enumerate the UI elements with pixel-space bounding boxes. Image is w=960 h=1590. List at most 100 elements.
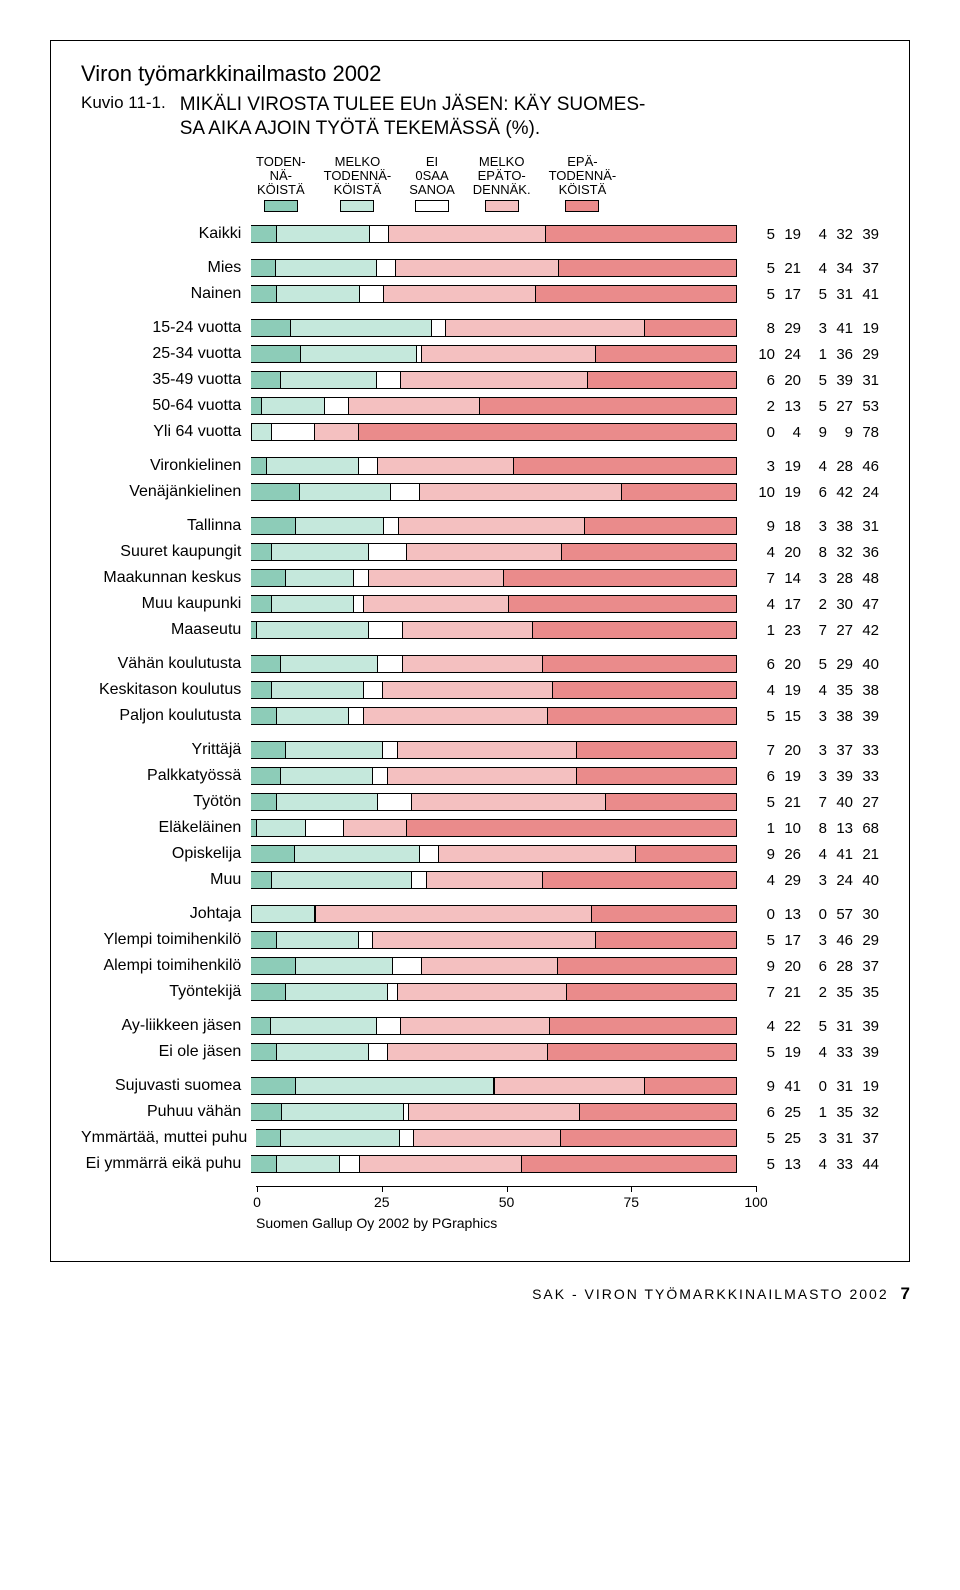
legend-item: MELKOTODENNÄ-KÖISTÄ bbox=[324, 155, 392, 213]
row-label: Mies bbox=[81, 259, 251, 277]
row-group: Ay-liikkeen jäsen 42253139 Ei ole jäsen519… bbox=[81, 1014, 879, 1064]
row-label: Venäjänkielinen bbox=[81, 483, 251, 501]
stacked-bar bbox=[251, 983, 737, 1001]
stacked-bar bbox=[256, 1129, 737, 1147]
table-row: Työtön 52174027 bbox=[81, 790, 879, 814]
table-row: Palkkatyössä 61933933 bbox=[81, 764, 879, 788]
row-values: 72123535 bbox=[749, 984, 879, 1001]
legend-item: EPÄ-TODENNÄ-KÖISTÄ bbox=[549, 155, 617, 213]
page-title: Viron työmarkkinailmasto 2002 bbox=[81, 61, 879, 87]
chart-area: Kaikki51943239Mies52143437Nainen51753141… bbox=[81, 222, 879, 1231]
row-values: 51533839 bbox=[749, 708, 879, 725]
row-label: Ay-liikkeen jäsen bbox=[81, 1017, 251, 1035]
row-values: 62513532 bbox=[749, 1104, 879, 1121]
table-row: Mies52143437 bbox=[81, 256, 879, 280]
row-label: Sujuvasti suomea bbox=[81, 1077, 251, 1095]
row-label: Ei ole jäsen bbox=[81, 1043, 251, 1061]
row-values: 94103119 bbox=[749, 1078, 879, 1095]
row-label: Ylempi toimihenkilö bbox=[81, 931, 251, 949]
row-label: Yrittäjä bbox=[81, 741, 251, 759]
subtitle-row: Kuvio 11-1. MIKÄLI VIROSTA TULEE EUn JÄS… bbox=[81, 93, 879, 141]
stacked-bar bbox=[251, 1043, 737, 1061]
stacked-bar bbox=[251, 819, 737, 837]
row-group: Johtaja 01305730 Ylempi toimihenkilö 517346… bbox=[81, 902, 879, 1004]
table-row: Alempi toimihenkilö 92062837 bbox=[81, 954, 879, 978]
chart-frame: Viron työmarkkinailmasto 2002 Kuvio 11-1… bbox=[50, 40, 910, 1262]
stacked-bar bbox=[251, 1017, 737, 1035]
table-row: Vironkielinen31942846 bbox=[81, 454, 879, 478]
table-row: Ei ymmärrä eikä puhu 51343344 bbox=[81, 1152, 879, 1176]
x-axis: 0255075100 bbox=[256, 1186, 756, 1187]
stacked-bar bbox=[251, 397, 737, 415]
table-row: Opiskelija92644121 bbox=[81, 842, 879, 866]
row-label: 25-34 vuotta bbox=[81, 345, 251, 363]
table-row: Sujuvasti suomea 94103119 bbox=[81, 1074, 879, 1098]
row-values: 92062837 bbox=[749, 958, 879, 975]
table-row: Ei ole jäsen51943339 bbox=[81, 1040, 879, 1064]
table-row: Keskitason koulutus41943538 bbox=[81, 678, 879, 702]
row-label: Kaikki bbox=[81, 225, 251, 243]
row-group: Sujuvasti suomea 94103119 Puhuu vähän 62513… bbox=[81, 1074, 879, 1176]
stacked-bar bbox=[251, 1103, 737, 1121]
row-label: Eläkeläinen bbox=[81, 819, 251, 837]
row-group: 15-24 vuotta8293411925-34 vuotta10241362… bbox=[81, 316, 879, 444]
axis-tick-label: 100 bbox=[744, 1194, 767, 1210]
row-label: Ei ymmärrä eikä puhu bbox=[81, 1155, 251, 1173]
legend-item: TODEN-NÄ-KÖISTÄ bbox=[256, 155, 306, 213]
row-group: Vironkielinen31942846Venäjänkielinen1019… bbox=[81, 454, 879, 504]
stacked-bar bbox=[251, 655, 737, 673]
stacked-bar bbox=[251, 517, 737, 535]
table-row: Ymmärtää, muttei puhu52533137 bbox=[81, 1126, 879, 1150]
stacked-bar bbox=[251, 905, 737, 923]
table-row: Suuret kaupungit42083236 bbox=[81, 540, 879, 564]
row-label: Paljon koulutusta bbox=[81, 707, 251, 725]
row-label: Maakunnan keskus bbox=[81, 569, 251, 587]
table-row: Ylempi toimihenkilö 51734629 bbox=[81, 928, 879, 952]
row-label: Muu kaupunki bbox=[81, 595, 251, 613]
row-values: 62052940 bbox=[749, 656, 879, 673]
row-values: 52174027 bbox=[749, 794, 879, 811]
row-label: Työtön bbox=[81, 793, 251, 811]
table-row: Kaikki 51943239 bbox=[81, 222, 879, 246]
row-label: Työntekijä bbox=[81, 983, 251, 1001]
axis-tick-label: 75 bbox=[623, 1194, 639, 1210]
row-values: 51734629 bbox=[749, 932, 879, 949]
row-label: Vähän koulutusta bbox=[81, 655, 251, 673]
row-label: Tallinna bbox=[81, 517, 251, 535]
table-row: Paljon koulutusta 51533839 bbox=[81, 704, 879, 728]
legend: TODEN-NÄ-KÖISTÄMELKOTODENNÄ-KÖISTÄEI0SAA… bbox=[256, 155, 879, 213]
row-label: 50-64 vuotta bbox=[81, 397, 251, 415]
row-values: 51343344 bbox=[749, 1156, 879, 1173]
table-row: Muu42932440 bbox=[81, 868, 879, 892]
stacked-bar bbox=[251, 423, 737, 441]
row-values: 61933933 bbox=[749, 768, 879, 785]
row-group: Vähän koulutusta 62052940 Keskitason koulu… bbox=[81, 652, 879, 728]
row-values: 51753141 bbox=[749, 286, 879, 303]
table-row: Tallinna91833831 bbox=[81, 514, 879, 538]
table-row: Puhuu vähän 62513532 bbox=[81, 1100, 879, 1124]
table-row: 35-49 vuotta62053931 bbox=[81, 368, 879, 392]
table-row: Yrittäjä72033733 bbox=[81, 738, 879, 762]
row-group: Kaikki 51943239 bbox=[81, 222, 879, 246]
row-label: Keskitason koulutus bbox=[81, 681, 251, 699]
row-label: Puhuu vähän bbox=[81, 1103, 251, 1121]
row-values: 42253139 bbox=[749, 1018, 879, 1035]
stacked-bar bbox=[251, 457, 737, 475]
stacked-bar bbox=[251, 1077, 737, 1095]
row-values: 51943239 bbox=[749, 226, 879, 243]
row-values: 82934119 bbox=[749, 320, 879, 337]
row-label: Yli 64 vuotta bbox=[81, 423, 251, 441]
stacked-bar bbox=[251, 621, 737, 639]
chart-credit: Suomen Gallup Oy 2002 by PGraphics bbox=[256, 1215, 879, 1231]
row-values: 01305730 bbox=[749, 906, 879, 923]
row-label: Palkkatyössä bbox=[81, 767, 251, 785]
row-values: 62053931 bbox=[749, 372, 879, 389]
legend-item: MELKOEPÄTO-DENNÄK. bbox=[473, 155, 531, 213]
row-label: Johtaja bbox=[81, 905, 251, 923]
stacked-bar bbox=[251, 957, 737, 975]
row-values: 11081368 bbox=[749, 820, 879, 837]
table-row: Yli 64 vuotta049978 bbox=[81, 420, 879, 444]
row-label: Alempi toimihenkilö bbox=[81, 957, 251, 975]
stacked-bar bbox=[251, 1155, 737, 1173]
row-values: 92644121 bbox=[749, 846, 879, 863]
